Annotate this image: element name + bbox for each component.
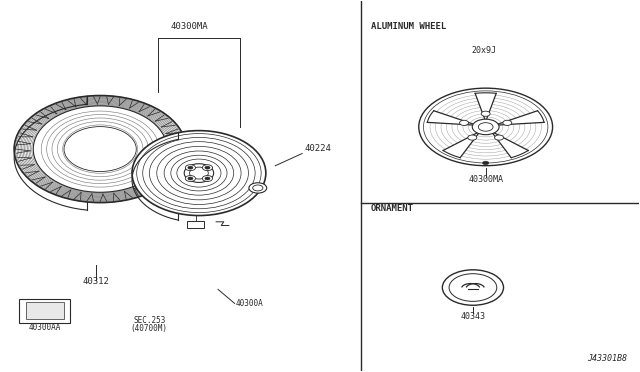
FancyBboxPatch shape [188,221,204,228]
Text: ORNAMENT: ORNAMENT [371,204,414,213]
Circle shape [205,166,210,169]
Ellipse shape [189,167,208,179]
Circle shape [205,177,210,180]
Bar [26,302,64,319]
Ellipse shape [164,151,234,195]
Circle shape [424,91,548,163]
Text: ALUMINUM WHEEL: ALUMINUM WHEEL [371,22,446,31]
Circle shape [253,185,263,191]
Circle shape [481,111,490,116]
Text: 40224: 40224 [304,144,331,153]
Ellipse shape [177,159,221,187]
Circle shape [495,135,504,140]
Text: 40300A: 40300A [236,299,264,308]
Ellipse shape [157,146,241,200]
Circle shape [202,176,212,182]
Circle shape [442,270,504,305]
Ellipse shape [137,134,261,212]
Circle shape [449,274,497,301]
Text: 40343: 40343 [460,312,485,321]
Ellipse shape [14,96,186,203]
Circle shape [188,177,193,180]
Circle shape [460,120,468,125]
Bar [19,299,70,323]
Circle shape [419,88,552,166]
Ellipse shape [184,164,214,182]
Circle shape [478,123,493,131]
Circle shape [468,135,477,140]
Ellipse shape [171,155,227,191]
Text: (40700M): (40700M) [131,324,168,333]
Circle shape [472,119,499,135]
Text: 40300AA: 40300AA [29,323,61,332]
Ellipse shape [143,137,255,209]
Circle shape [503,120,512,125]
Ellipse shape [149,142,248,205]
Circle shape [186,165,195,171]
Text: 40300MA: 40300MA [468,175,503,184]
Text: 20x9J: 20x9J [472,46,497,55]
Ellipse shape [33,106,167,192]
Text: 40300MA: 40300MA [170,22,208,31]
Circle shape [483,161,489,165]
Circle shape [186,176,195,182]
Text: SEC.253: SEC.253 [133,315,165,325]
Ellipse shape [132,131,266,215]
Circle shape [202,165,212,171]
Text: 40312: 40312 [83,277,109,286]
Circle shape [249,183,267,193]
Circle shape [188,166,193,169]
Text: J43301B8: J43301B8 [587,355,627,363]
Ellipse shape [64,126,136,171]
